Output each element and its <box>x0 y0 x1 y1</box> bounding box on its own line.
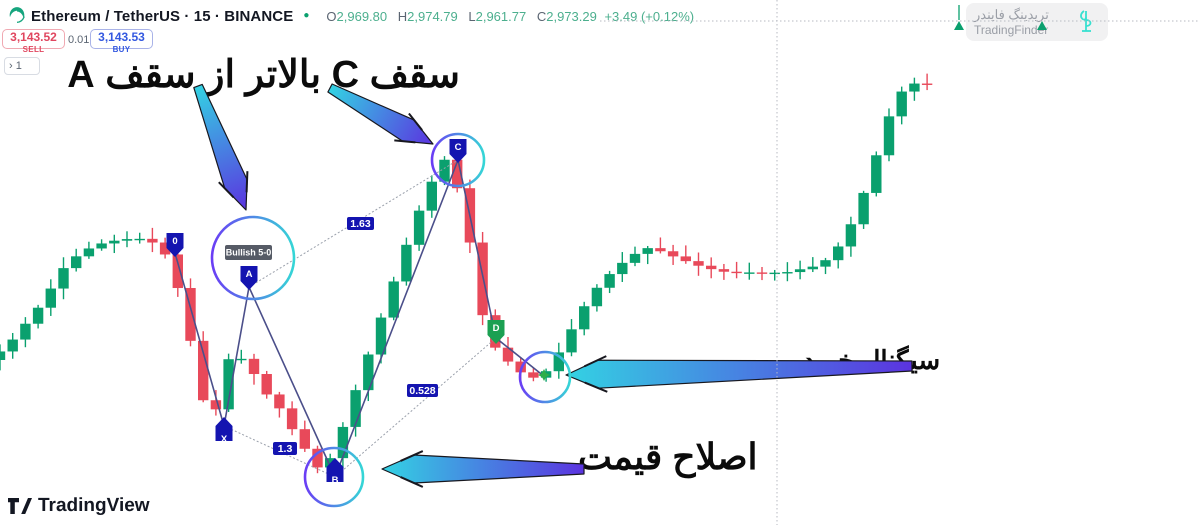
svg-text:1.63: 1.63 <box>350 218 371 230</box>
svg-text:0: 0 <box>172 236 177 247</box>
svg-text:A: A <box>246 269 253 280</box>
svg-text:1.3: 1.3 <box>278 443 293 455</box>
svg-text:B: B <box>332 475 339 486</box>
svg-text:0.528: 0.528 <box>409 385 435 397</box>
svg-text:D: D <box>493 323 500 334</box>
svg-text:C: C <box>455 142 462 153</box>
svg-text:Bullish 5-0: Bullish 5-0 <box>226 248 272 258</box>
svg-text:X: X <box>221 434 228 445</box>
